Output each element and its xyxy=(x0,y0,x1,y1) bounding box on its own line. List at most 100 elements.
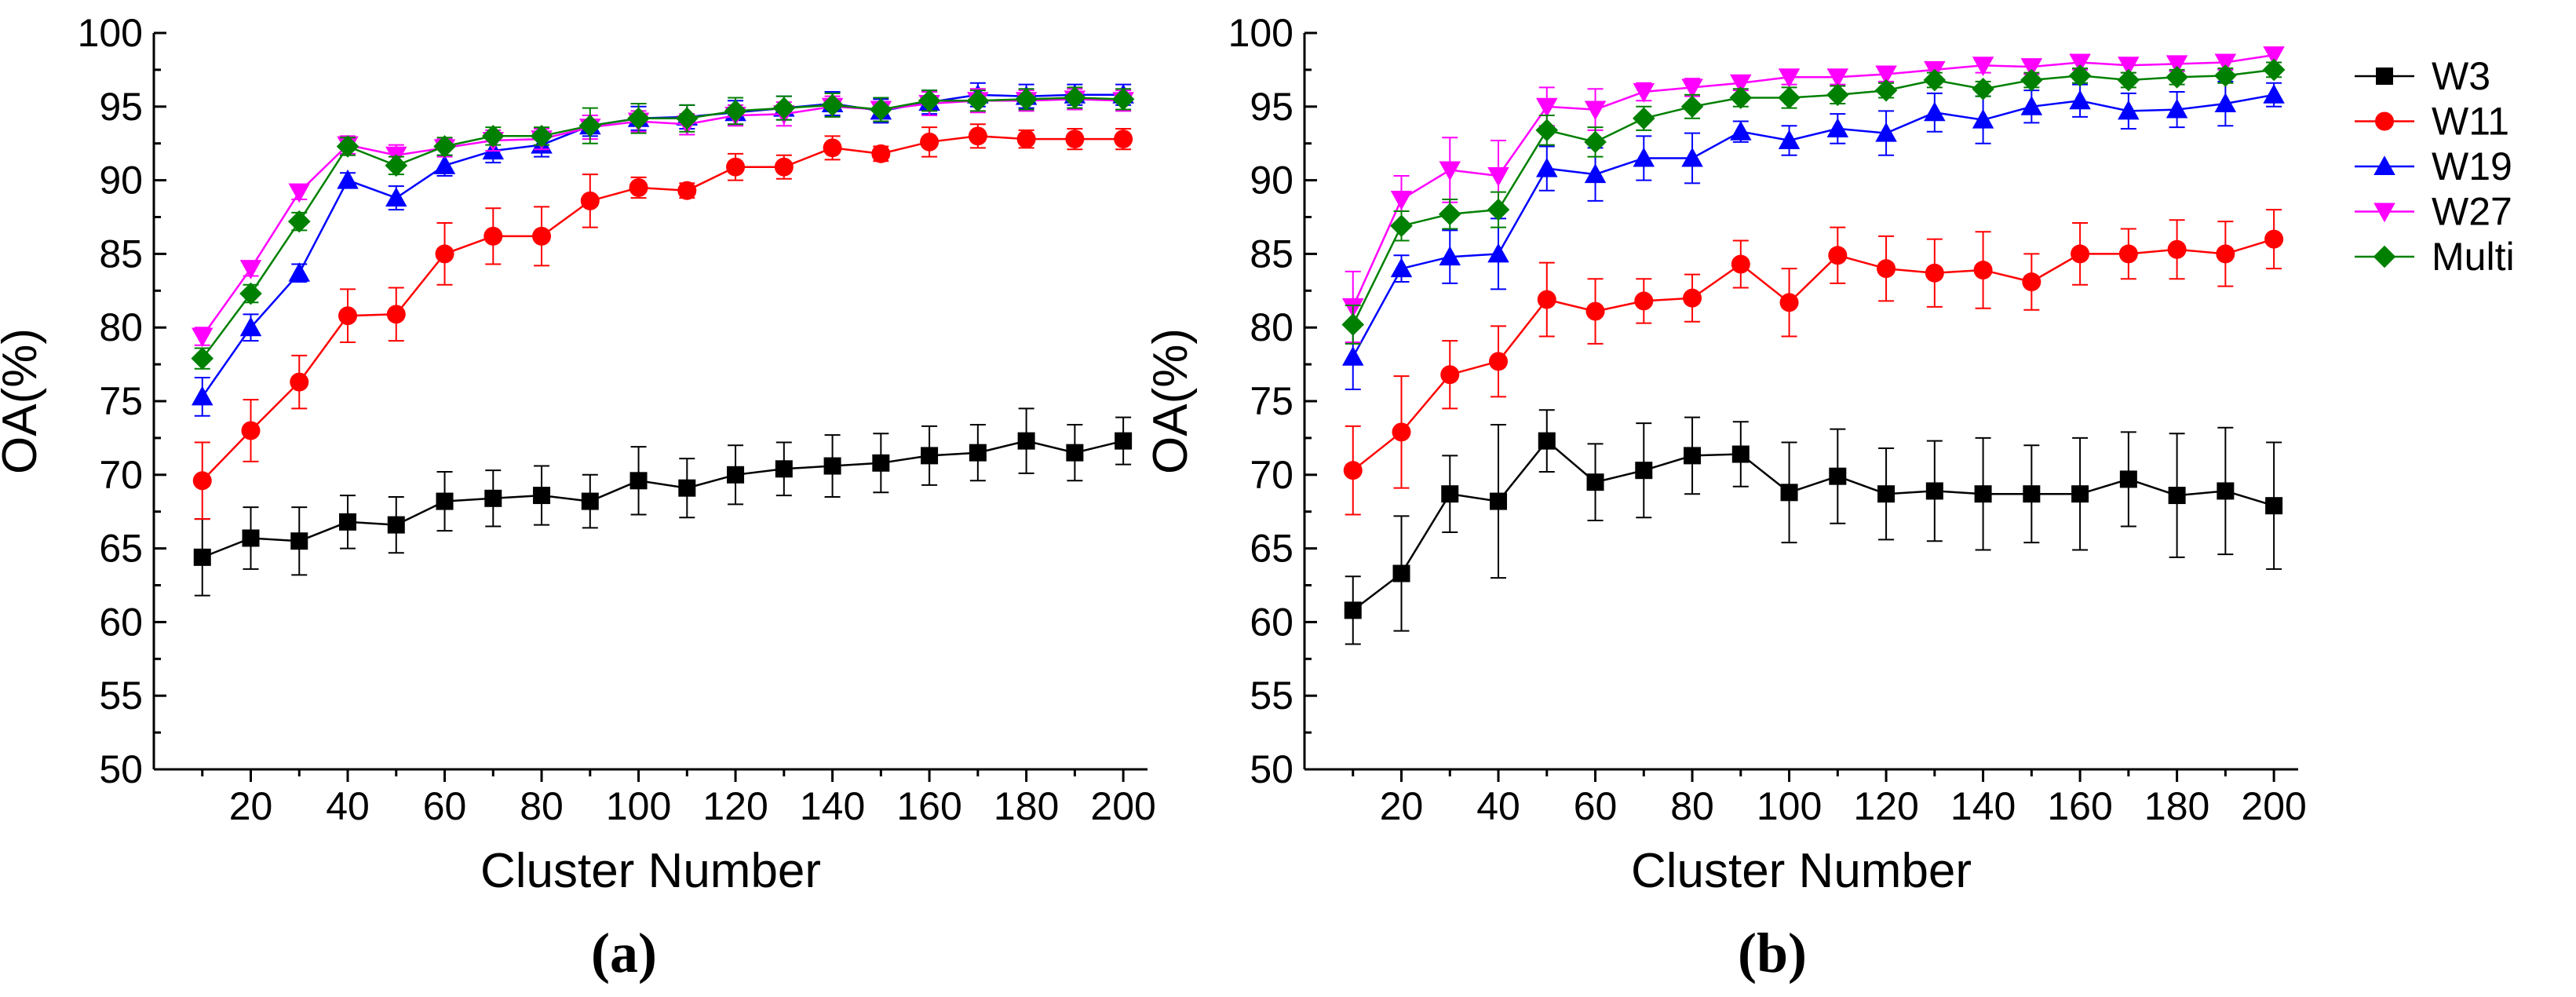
data-point xyxy=(1779,293,1799,312)
series-w19-b xyxy=(1342,80,2285,390)
data-point xyxy=(484,489,502,507)
data-point xyxy=(1535,119,1559,142)
data-point xyxy=(1064,86,1086,109)
data-point xyxy=(433,135,456,158)
data-point xyxy=(1778,130,1801,149)
data-point xyxy=(727,466,745,484)
data-point xyxy=(581,492,599,510)
data-point xyxy=(1730,74,1752,94)
data-point xyxy=(724,100,747,122)
data-point xyxy=(1066,444,1084,462)
data-point xyxy=(1390,257,1413,278)
data-point xyxy=(2068,64,2092,87)
data-point xyxy=(677,181,697,200)
data-point xyxy=(2262,58,2286,82)
data-point xyxy=(872,454,890,472)
data-point xyxy=(2263,46,2285,66)
panel-label-b: (b) xyxy=(1738,922,1807,984)
data-point xyxy=(336,135,359,158)
series-line xyxy=(1352,53,2275,308)
data-point xyxy=(1925,482,1943,500)
legend-label: W27 xyxy=(2432,190,2512,234)
data-point xyxy=(921,447,939,465)
y-axis-title: OA(%) xyxy=(0,328,47,474)
data-point xyxy=(920,132,940,152)
data-point xyxy=(1778,68,1801,89)
data-point xyxy=(629,177,648,197)
data-point xyxy=(1490,492,1508,510)
data-point xyxy=(1392,564,1410,582)
data-point xyxy=(1342,345,1364,366)
data-point xyxy=(821,93,844,117)
x-tick-label: 160 xyxy=(896,784,961,828)
x-tick-label: 100 xyxy=(1757,784,1822,828)
y-tick-label: 90 xyxy=(1250,159,1293,203)
x-tick-label: 40 xyxy=(1476,784,1520,828)
data-point xyxy=(1585,301,1605,321)
legend-label: Multi xyxy=(2432,235,2515,279)
data-point xyxy=(242,529,260,547)
y-tick-label: 95 xyxy=(99,85,143,129)
data-point xyxy=(1584,100,1607,121)
data-point xyxy=(1114,130,1133,149)
data-point xyxy=(239,316,262,337)
data-point xyxy=(337,169,359,189)
data-point xyxy=(1487,243,1509,263)
series-w3-b xyxy=(1344,409,2283,645)
data-point xyxy=(1015,88,1038,111)
data-point xyxy=(1536,157,1558,177)
data-point xyxy=(1877,485,1896,503)
data-point xyxy=(2167,239,2187,259)
data-point xyxy=(1973,261,1993,280)
legend-item-w11: W11 xyxy=(2355,100,2509,144)
legend-item-w27: W27 xyxy=(2355,190,2512,234)
data-point xyxy=(1730,120,1752,141)
x-tick-label: 180 xyxy=(2144,784,2209,828)
data-point xyxy=(1829,467,1847,485)
legend-label: W19 xyxy=(2432,144,2512,188)
data-point xyxy=(2020,58,2043,78)
data-point xyxy=(774,157,794,177)
x-tick-label: 160 xyxy=(2047,784,2112,828)
data-point xyxy=(1439,246,1461,266)
data-point xyxy=(192,471,212,491)
data-point xyxy=(1390,190,1413,210)
data-point xyxy=(966,89,990,112)
data-point xyxy=(530,125,553,148)
chart-panel-b: 50 55 60 65 70 75 80 85 90 95 100 20 40 60 80 100 120 140… xyxy=(1144,11,2307,984)
data-point xyxy=(871,144,891,163)
data-point xyxy=(2168,487,2186,505)
data-point xyxy=(1974,485,1992,503)
data-point xyxy=(1017,432,1035,450)
data-point xyxy=(1681,79,1703,99)
data-point xyxy=(1877,259,1896,279)
x-tick-label: 40 xyxy=(326,784,370,828)
series-multi-a xyxy=(191,86,1135,370)
data-point xyxy=(1344,601,1362,619)
series-w27-a xyxy=(192,88,1134,348)
data-point xyxy=(1341,313,1365,336)
data-point xyxy=(1392,422,1411,442)
data-point xyxy=(1826,83,1849,107)
data-point xyxy=(1635,462,1653,480)
x-tick-label: 140 xyxy=(1950,784,2016,828)
data-point xyxy=(1584,130,1607,154)
data-point xyxy=(287,210,311,233)
series-line xyxy=(1352,238,2275,472)
data-point xyxy=(2118,244,2138,264)
data-point xyxy=(1826,68,1849,89)
y-tick-label: 65 xyxy=(99,527,143,571)
data-point xyxy=(2069,53,2091,74)
series-w19-a xyxy=(192,82,1134,417)
series-w11-b xyxy=(1343,209,2284,516)
data-point xyxy=(2265,497,2283,515)
data-point xyxy=(239,260,262,279)
data-point xyxy=(1972,77,1994,100)
data-point xyxy=(2023,485,2041,503)
data-point xyxy=(2071,485,2089,503)
data-point xyxy=(1683,288,1702,308)
series-w3-a xyxy=(193,407,1133,597)
data-point xyxy=(2118,100,2140,120)
data-point xyxy=(191,347,214,370)
panel-label-a: (a) xyxy=(591,922,657,984)
